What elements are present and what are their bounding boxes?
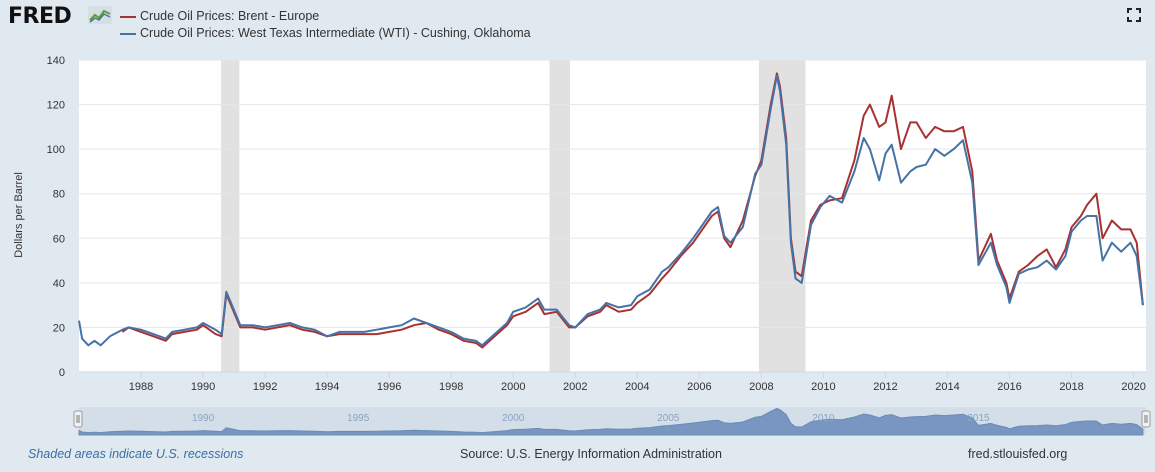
- y-tick-label: 20: [53, 322, 65, 334]
- x-tick-label: 2010: [811, 381, 835, 393]
- navigator-label: 1990: [192, 413, 215, 424]
- y-tick-label: 0: [59, 367, 65, 379]
- navigator-label: 2000: [502, 413, 525, 424]
- x-tick-label: 2018: [1059, 381, 1083, 393]
- logo-chart-icon: [88, 6, 112, 24]
- recession-note[interactable]: Shaded areas indicate U.S. recessions: [28, 447, 244, 461]
- series-line-brent[interactable]: [121, 72, 1144, 349]
- y-tick-label: 80: [53, 189, 65, 201]
- x-tick-label: 2008: [749, 381, 773, 393]
- x-tick-label: 2002: [563, 381, 587, 393]
- legend-swatch-brent: [120, 15, 136, 18]
- series-line-wti[interactable]: [78, 74, 1144, 347]
- y-axis-label: Dollars per Barrel: [13, 172, 25, 258]
- plot-background: [79, 60, 1146, 372]
- chart-header: FRED Crude Oil Prices: Brent - Europe Cr…: [0, 0, 1155, 50]
- y-axis-ticks: 0 20 40 60 80 100 120 140: [47, 55, 65, 379]
- site-link[interactable]: fred.stlouisfed.org: [968, 447, 1068, 461]
- x-tick-label: 2020: [1121, 381, 1145, 393]
- fred-logo[interactable]: FRED: [8, 4, 72, 29]
- legend-item-brent[interactable]: Crude Oil Prices: Brent - Europe: [120, 9, 319, 23]
- series-lines: [78, 72, 1144, 349]
- y-tick-label: 120: [47, 100, 65, 112]
- legend-label-wti: Crude Oil Prices: West Texas Intermediat…: [140, 26, 531, 40]
- navigator-label: 1995: [347, 413, 370, 424]
- recession-band-1: [549, 60, 571, 372]
- y-tick-label: 140: [47, 55, 65, 67]
- x-tick-label: 2000: [501, 381, 525, 393]
- navigator-handle-right[interactable]: [1141, 410, 1151, 428]
- navigator-handle-left[interactable]: [73, 410, 83, 428]
- navigator-label: 2005: [657, 413, 680, 424]
- expand-icon[interactable]: [1127, 8, 1141, 22]
- x-tick-label: 1996: [377, 381, 401, 393]
- x-tick-label: 2016: [997, 381, 1021, 393]
- source-text: Source: U.S. Energy Information Administ…: [460, 447, 722, 461]
- y-tick-label: 40: [53, 278, 65, 290]
- x-tick-label: 1988: [129, 381, 153, 393]
- navigator-labels: 1990 1995 2000 2005 2010 2015: [192, 413, 990, 424]
- navigator-label: 2015: [967, 413, 990, 424]
- x-axis-ticks: 1988 1990 1992 1994 1996 1998 2000 2002 2004 2006…: [79, 371, 1146, 393]
- x-tick-label: 2006: [687, 381, 711, 393]
- x-tick-label: 2012: [873, 381, 897, 393]
- x-tick-label: 1990: [191, 381, 215, 393]
- y-tick-label: 100: [47, 144, 65, 156]
- navigator-area: [78, 407, 1144, 436]
- legend-label-brent: Crude Oil Prices: Brent - Europe: [140, 9, 320, 23]
- x-tick-label: 2014: [935, 381, 959, 393]
- legend-item-wti[interactable]: Crude Oil Prices: West Texas Intermediat…: [120, 26, 531, 40]
- x-tick-label: 2004: [625, 381, 649, 393]
- x-tick-label: 1992: [253, 381, 277, 393]
- x-tick-label: 1998: [439, 381, 463, 393]
- navigator-label: 2010: [812, 413, 835, 424]
- legend-swatch-wti: [120, 32, 136, 35]
- x-tick-label: 1994: [315, 381, 339, 393]
- y-tick-label: 60: [53, 233, 65, 245]
